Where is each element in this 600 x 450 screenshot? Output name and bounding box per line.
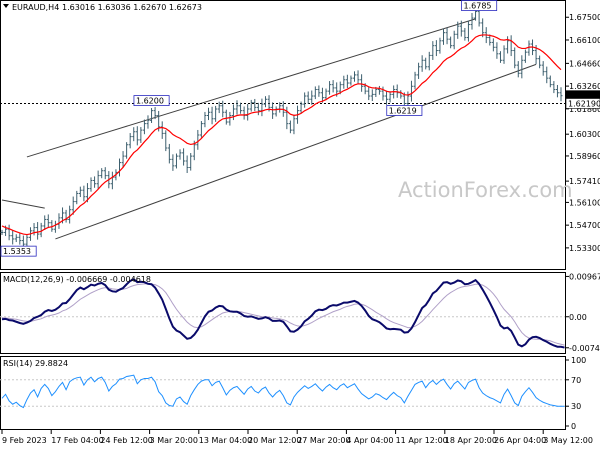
axis-layer: 1.67500 1.66100 1.64660 1.63260 1.61860 1.603…	[1, 13, 600, 445]
price-annotation-label: 1.5353	[3, 247, 31, 256]
price-annotation-box	[461, 0, 498, 11]
annotation-layer: 1.6785 1.6200 1.6219 1.5353	[0, 0, 498, 257]
time-axis-label: 13 Mar 04:00	[199, 436, 252, 445]
rsi-axis-label: 30	[571, 402, 581, 411]
macd-axis-label: -0.007448	[569, 344, 600, 353]
price-axis-label: 1.61860	[569, 105, 600, 114]
rsi-axis-label: 100	[571, 356, 586, 365]
time-axis-label: 26 Apr 04:00	[494, 436, 546, 445]
current-price-tag	[565, 98, 600, 109]
price-annotation-box	[133, 95, 170, 106]
macd-title: MACD(12,26,9) -0.006669 -0.004618	[3, 275, 151, 284]
price-axis-label: 1.60300	[569, 130, 600, 139]
price-axis-label: 1.57410	[569, 177, 600, 186]
time-axis-label: 4 Apr 04:00	[346, 436, 393, 445]
symbol-label: EURAUD,H4	[12, 3, 59, 12]
time-axis-label: 3 May 12:00	[543, 436, 593, 445]
rsi-panel-frame	[0, 356, 566, 430]
price-axis-label: 1.67500	[569, 13, 600, 22]
macd-line	[1, 278, 565, 349]
price-axis-label: 1.54700	[569, 221, 600, 230]
time-axis-label: 17 Feb 04:00	[51, 436, 103, 445]
moving-average-line	[1, 34, 562, 236]
price-axis-label: 1.58960	[569, 152, 600, 161]
price-axis-label: 1.56100	[569, 198, 600, 207]
price-axis-label: 1.63260	[569, 82, 600, 91]
price-layer	[0, 7, 563, 250]
ohlc-readout: 1.63016 1.63036 1.62670 1.62673	[62, 3, 202, 12]
macd-layer	[1, 278, 565, 349]
time-axis-label: 20 Mar 12:00	[248, 436, 301, 445]
price-annotation-box	[0, 245, 37, 257]
time-axis-label: 11 Apr 12:00	[396, 436, 448, 445]
channel-lower-line	[55, 63, 537, 240]
rsi-axis-label: 70	[571, 376, 581, 385]
time-axis-label: 18 Apr 20:00	[445, 436, 497, 445]
current-price-label: 1.62190	[568, 99, 600, 108]
rsi-layer	[1, 374, 565, 409]
rsi-line	[1, 374, 565, 409]
channel-layer	[0, 18, 565, 240]
watermark: ActionForex.com	[398, 178, 573, 202]
price-axis-label: 1.53300	[569, 244, 600, 253]
price-annotation-label: 1.6200	[136, 97, 164, 106]
current-price-label: 1.62673	[568, 92, 600, 101]
rsi-axis-label: 0	[571, 422, 576, 431]
macd-axis-label: 0.009677	[569, 272, 600, 281]
symbol-dropdown-icon[interactable]	[3, 4, 9, 8]
time-axis-label: 9 Feb 2023	[2, 436, 47, 445]
price-axis-label: 1.64660	[569, 59, 600, 68]
time-axis-label: 24 Feb 12:00	[100, 436, 152, 445]
channel-upper-line	[26, 18, 476, 158]
time-axis-label: 27 Mar 20:00	[297, 436, 350, 445]
price-panel-frame	[0, 0, 566, 270]
time-axis-label: 3 Mar 20:00	[150, 436, 198, 445]
price-annotation-label: 1.6785	[464, 2, 492, 11]
macd-axis-label: 0.00	[569, 313, 587, 322]
price-annotation-box	[386, 105, 423, 116]
macd-signal-line	[1, 283, 565, 346]
price-annotation-label: 1.6219	[389, 106, 417, 115]
rsi-title: RSI(14) 29.8824	[3, 359, 68, 368]
price-axis-label: 1.66100	[569, 36, 600, 45]
trend-line	[1, 199, 45, 209]
